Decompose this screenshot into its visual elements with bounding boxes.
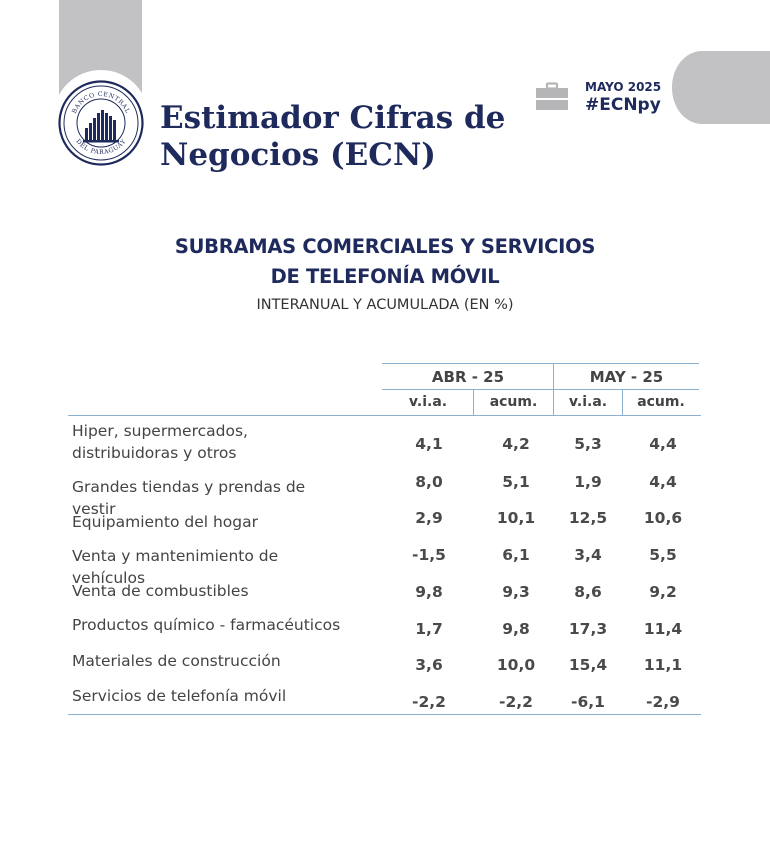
table-cell: 3,4 bbox=[574, 546, 602, 564]
report-date: MAYO 2025 bbox=[585, 80, 662, 94]
table-cell: 4,4 bbox=[649, 435, 677, 453]
table-cell: 11,1 bbox=[643, 656, 683, 674]
table-cell: 1,7 bbox=[415, 620, 443, 638]
report-heading-line-1: SUBRAMAS COMERCIALES Y SERVICIOS bbox=[174, 235, 596, 258]
hashtag: #ECNpy bbox=[585, 95, 661, 115]
table-divider bbox=[622, 390, 623, 415]
table-cell: 4,1 bbox=[415, 435, 443, 453]
title-line-2: Negocios (ECN) bbox=[160, 137, 436, 173]
row-label: Venta de combustibles bbox=[72, 582, 249, 600]
table-cell: -1,5 bbox=[412, 546, 446, 564]
table-cell: 8,0 bbox=[415, 473, 443, 491]
table-cell: 12,5 bbox=[568, 509, 608, 527]
table-cell: 2,9 bbox=[415, 509, 443, 527]
table-cell: 17,3 bbox=[568, 620, 608, 638]
table-divider bbox=[68, 415, 701, 416]
report-heading-line-2: DE TELEFONÍA MÓVIL bbox=[270, 265, 500, 288]
table-cell: 3,6 bbox=[415, 656, 443, 674]
table-divider bbox=[68, 714, 701, 715]
table-cell: 8,6 bbox=[574, 583, 602, 601]
table-cell: 9,8 bbox=[415, 583, 443, 601]
table-cell: 1,9 bbox=[574, 473, 602, 491]
row-label: Equipamiento del hogar bbox=[72, 513, 258, 531]
table-cell: 4,2 bbox=[502, 435, 530, 453]
subheader-acum: acum. bbox=[489, 394, 538, 410]
table-cell: 15,4 bbox=[568, 656, 608, 674]
table-cell: 5,1 bbox=[502, 473, 530, 491]
briefcase-icon bbox=[536, 82, 568, 110]
table-cell: 9,3 bbox=[502, 583, 530, 601]
decorative-tab-right bbox=[672, 51, 770, 124]
table-cell: 10,0 bbox=[496, 656, 536, 674]
table-divider bbox=[382, 389, 699, 390]
group-header-may: MAY - 25 bbox=[589, 368, 664, 386]
page-title: Estimador Cifras de Negocios (ECN) bbox=[160, 100, 505, 174]
table-divider bbox=[473, 390, 474, 415]
central-bank-logo: BANCO CENTRAL DEL PARAGUAY bbox=[58, 80, 144, 166]
subheader-acum: acum. bbox=[637, 394, 685, 410]
table-divider bbox=[553, 364, 554, 415]
row-label: Hiper, supermercados, distribuidoras y o… bbox=[72, 422, 248, 462]
table-cell: 9,2 bbox=[649, 583, 677, 601]
row-label: Materiales de construcción bbox=[72, 652, 281, 670]
title-line-1: Estimador Cifras de bbox=[160, 100, 506, 136]
table-cell: -2,9 bbox=[646, 693, 680, 711]
report-subheading: INTERANUAL Y ACUMULADA (EN %) bbox=[256, 297, 514, 313]
table-cell: 6,1 bbox=[502, 546, 530, 564]
table-cell: 5,5 bbox=[649, 546, 677, 564]
table-cell: 4,4 bbox=[649, 473, 677, 491]
row-label: Grandes tiendas y prendas de vestir bbox=[72, 478, 306, 518]
table-cell: 11,4 bbox=[643, 620, 683, 638]
table-cell: -2,2 bbox=[499, 693, 533, 711]
table-cell: -2,2 bbox=[412, 693, 446, 711]
row-label: Productos químico - farmacéuticos bbox=[72, 616, 341, 634]
subheader-via: v.i.a. bbox=[568, 394, 608, 410]
table-cell: 10,1 bbox=[496, 509, 536, 527]
row-label: Servicios de telefonía móvil bbox=[72, 687, 287, 705]
table-divider bbox=[382, 363, 699, 364]
table-cell: -6,1 bbox=[571, 693, 605, 711]
table-cell: 5,3 bbox=[574, 435, 602, 453]
table-cell: 9,8 bbox=[502, 620, 530, 638]
table-cell: 10,6 bbox=[643, 509, 683, 527]
subheader-via: v.i.a. bbox=[408, 394, 448, 410]
group-header-abr: ABR - 25 bbox=[431, 368, 505, 386]
row-label: Venta y mantenimiento de vehículos bbox=[72, 547, 279, 587]
